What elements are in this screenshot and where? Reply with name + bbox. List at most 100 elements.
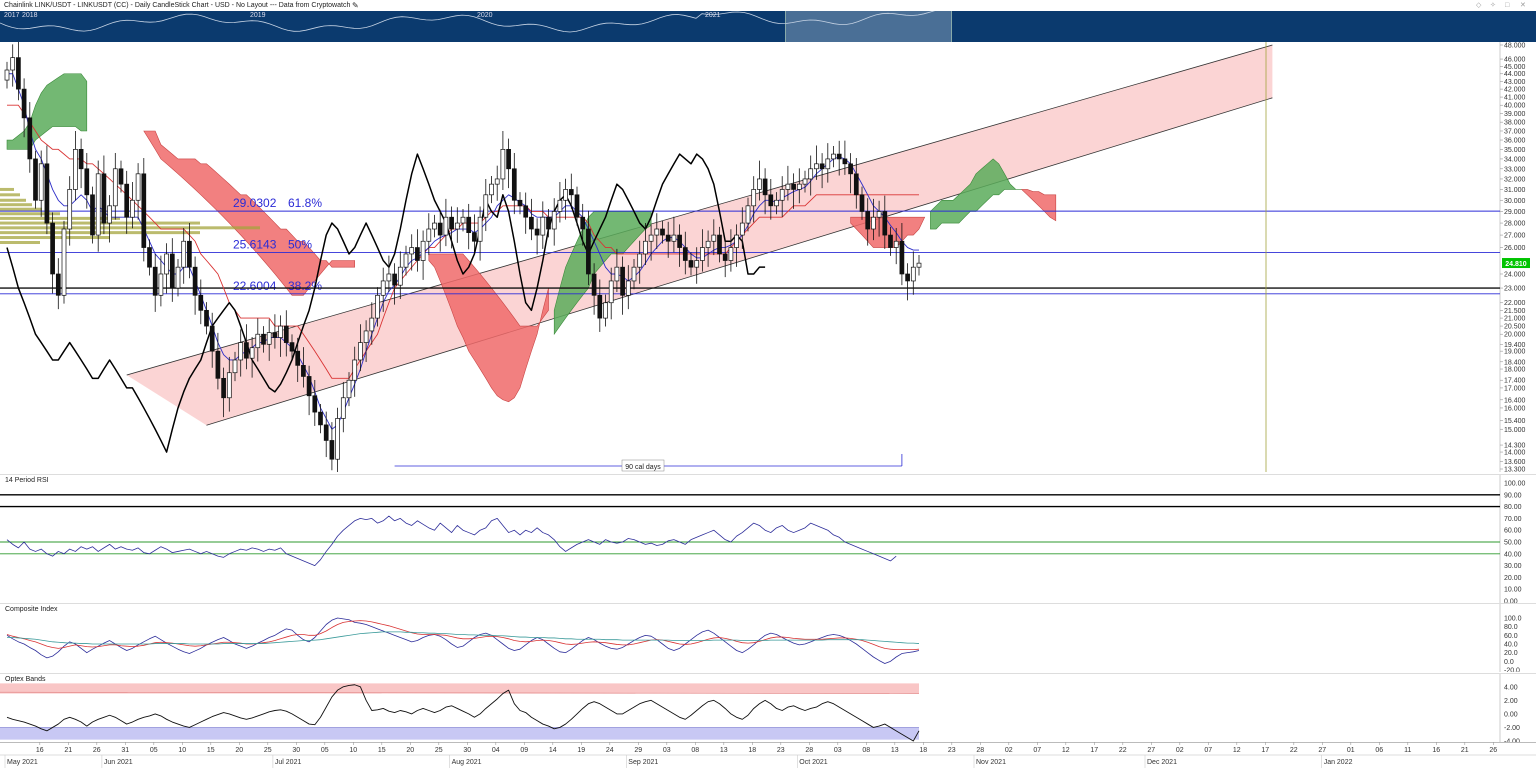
navigator-sparkline bbox=[0, 11, 936, 33]
volume-profile-bar bbox=[0, 193, 20, 197]
pin-icon[interactable]: ✧ bbox=[1490, 2, 1496, 9]
navigator-year-label: 2021 bbox=[705, 12, 721, 19]
candle-body bbox=[221, 377, 226, 399]
volume-profile-bar bbox=[0, 241, 40, 245]
time-axis-day-label: 28 bbox=[976, 747, 984, 754]
candle-body bbox=[511, 168, 517, 201]
candle-body bbox=[910, 266, 916, 282]
close-icon[interactable]: ✕ bbox=[1520, 2, 1526, 9]
optex-chart[interactable]: -4.00-2.000.002.004.00 bbox=[0, 674, 1536, 746]
candle-body bbox=[466, 216, 472, 233]
time-axis-day-label: 14 bbox=[549, 747, 557, 754]
volume-profile-bar bbox=[0, 212, 60, 216]
maximize-icon[interactable]: □ bbox=[1505, 2, 1510, 9]
time-axis-day-label: 10 bbox=[178, 747, 186, 754]
candle-body bbox=[375, 294, 380, 319]
candle-body bbox=[312, 395, 318, 413]
time-axis[interactable]: 16 21 26 31 05 10 15 20 25 30 05 10 15 20 25 30 04 09 14 19… bbox=[0, 742, 1536, 768]
fib-percent-label: 61.8% bbox=[288, 196, 322, 210]
candle-body bbox=[814, 163, 819, 170]
candle-body bbox=[306, 376, 312, 397]
candle-body bbox=[637, 253, 643, 268]
candle-body bbox=[449, 216, 454, 230]
ascending-channel bbox=[126, 45, 1273, 426]
candle-body bbox=[415, 247, 420, 261]
candle-body bbox=[426, 228, 432, 242]
candle-body bbox=[95, 173, 101, 236]
candle-body bbox=[175, 266, 181, 289]
chart-title: Chainlink LINK/USDT - LINKUSDT (CC) - Da… bbox=[4, 2, 351, 9]
candle-body bbox=[397, 266, 403, 286]
candle-body bbox=[853, 173, 859, 196]
price-axis-label: 15.000 bbox=[1504, 427, 1526, 434]
candle-body bbox=[779, 189, 785, 201]
price-axis-label: 19.000 bbox=[1504, 349, 1526, 356]
time-axis-day-label: 21 bbox=[64, 747, 72, 754]
price-axis-label: 48.000 bbox=[1504, 43, 1526, 50]
candle-body bbox=[745, 205, 751, 224]
optex-pane-title: Optex Bands bbox=[5, 676, 46, 683]
candle-body bbox=[38, 163, 44, 201]
price-chart[interactable]: 29.0302 61.8% 25.6143 50% 22.6004 38.2% 90 cal… bbox=[0, 39, 1536, 479]
candle-body bbox=[534, 228, 540, 236]
volume-profile-bar bbox=[0, 236, 110, 240]
price-pane[interactable]: 29.0302 61.8% 25.6143 50% 22.6004 38.2% 90 cal… bbox=[0, 39, 1536, 479]
candle-body bbox=[130, 199, 135, 218]
rsi-axis-label: 90.00 bbox=[1504, 492, 1522, 499]
candle-body bbox=[557, 199, 563, 212]
composite-pane[interactable]: Composite Index -20.0 0.0 20.0 40.0 60.0 80.0… bbox=[0, 603, 1536, 675]
time-axis-month-label: Dec 2021 bbox=[1147, 759, 1177, 766]
time-axis-month-label: Jun 2021 bbox=[104, 759, 133, 766]
candle-body bbox=[825, 158, 831, 170]
candle-body bbox=[586, 228, 591, 275]
candle-body bbox=[603, 302, 608, 319]
time-axis-day-label: 29 bbox=[634, 747, 642, 754]
candle-body bbox=[597, 294, 603, 319]
candle-body bbox=[181, 240, 187, 268]
price-axis-label: 38.000 bbox=[1504, 120, 1526, 127]
candle-body bbox=[882, 211, 888, 236]
candle-body bbox=[893, 240, 899, 248]
candle-body bbox=[255, 333, 261, 349]
candle-body bbox=[335, 418, 340, 460]
time-axis-day-label: 01 bbox=[1347, 747, 1355, 754]
rsi-axis-label: 30.00 bbox=[1504, 563, 1522, 570]
optex-pane[interactable]: Optex Bands -4.00 -2.00 0.00 2.00 4.00 bbox=[0, 673, 1536, 746]
ichimoku-cloud-segment bbox=[143, 130, 355, 296]
candle-body bbox=[677, 234, 682, 248]
composite-axis-label: 100.0 bbox=[1504, 616, 1522, 623]
time-axis-day-label: 16 bbox=[36, 747, 44, 754]
time-axis-day-label: 09 bbox=[520, 747, 528, 754]
rsi-chart[interactable]: 0.00 10.00 20.00 30.00 40.00 50.00 60.00 70.00 8… bbox=[0, 475, 1536, 606]
rsi-pane[interactable]: 14 Period RSI 0.00 10.00 20.00 30.00 40.00 50… bbox=[0, 474, 1536, 606]
fib-price-label: 25.6143 bbox=[233, 237, 277, 251]
candle-body bbox=[665, 234, 671, 242]
time-axis-day-label: 18 bbox=[919, 747, 927, 754]
channel-upper-line bbox=[126, 44, 1273, 376]
navigator-window-handle[interactable] bbox=[785, 11, 952, 42]
candle-body bbox=[785, 183, 791, 190]
candle-body bbox=[774, 199, 779, 207]
candle-body bbox=[546, 216, 551, 230]
time-axis-day-label: 07 bbox=[1204, 747, 1212, 754]
price-axis-label: 39.000 bbox=[1504, 111, 1526, 118]
candle-body bbox=[842, 158, 848, 165]
candle-body bbox=[660, 228, 665, 236]
rsi-axis-label: 40.00 bbox=[1504, 551, 1522, 558]
time-navigator[interactable]: 2017 2018 2019 2020 2021 bbox=[0, 11, 1536, 42]
candle-body bbox=[209, 325, 215, 352]
candle-body bbox=[84, 168, 90, 196]
composite-line bbox=[7, 631, 920, 645]
candle-body bbox=[50, 222, 55, 275]
candle-body bbox=[318, 411, 323, 426]
candle-body bbox=[352, 359, 358, 381]
volume-profile-bar bbox=[0, 207, 42, 211]
candle-body bbox=[848, 163, 853, 175]
candle-body bbox=[722, 253, 728, 261]
time-axis-day-label: 15 bbox=[207, 747, 215, 754]
pencil-icon[interactable]: ✎ bbox=[352, 1, 359, 10]
minimize-icon[interactable]: ◇ bbox=[1476, 2, 1482, 9]
price-axis-label: 21.000 bbox=[1504, 316, 1526, 323]
candle-body bbox=[61, 228, 67, 296]
